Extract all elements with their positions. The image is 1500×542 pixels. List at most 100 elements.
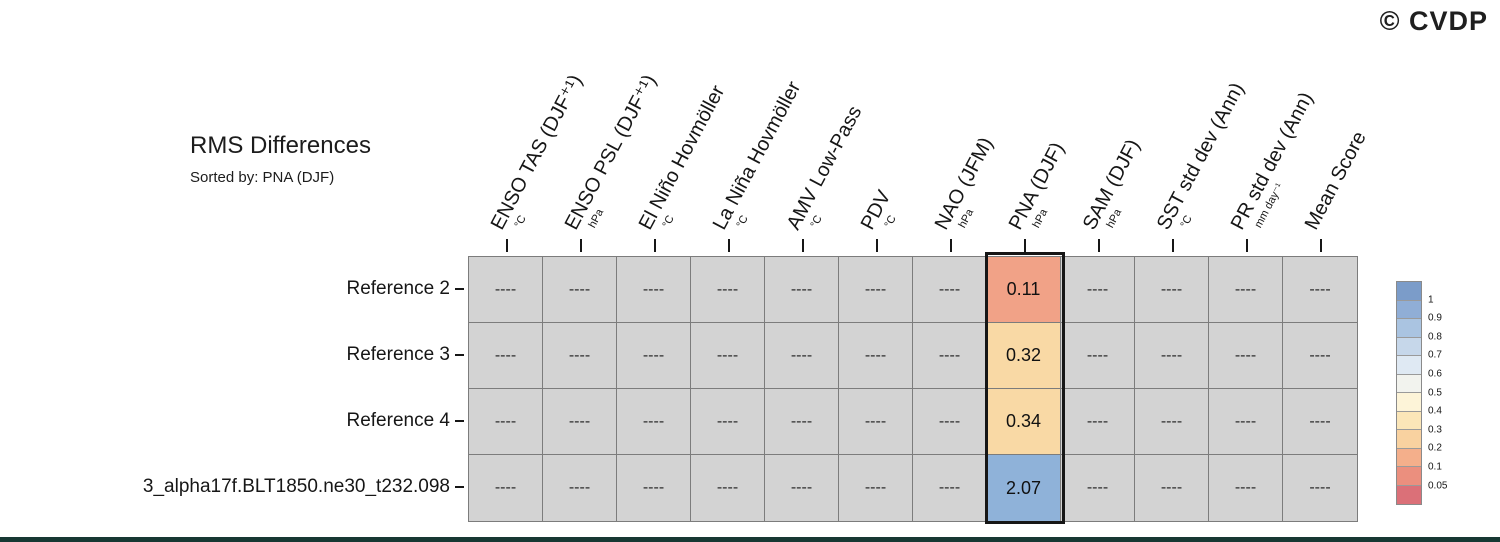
colorbar-label: 0.6 <box>1428 368 1442 380</box>
grid-cell: 0.34 <box>987 389 1061 455</box>
grid-cell: ---- <box>839 257 913 323</box>
column-tick-mark <box>801 239 804 252</box>
colorbar-label: 0.9 <box>1428 312 1442 324</box>
colorbar-label: 0.3 <box>1428 424 1442 436</box>
grid-cell: ---- <box>1209 389 1283 455</box>
grid-cell: ---- <box>1135 323 1209 389</box>
grid-cell: ---- <box>913 389 987 455</box>
grid-cell: ---- <box>543 455 617 521</box>
colorbar <box>1396 281 1422 505</box>
grid-cell: ---- <box>1135 389 1209 455</box>
grid-cell: ---- <box>1061 455 1135 521</box>
grid-cell: 0.11 <box>987 257 1061 323</box>
colorbar-label: 0.1 <box>1428 461 1442 473</box>
grid-cell: ---- <box>1283 257 1357 323</box>
grid-cell: ---- <box>765 257 839 323</box>
grid-cell: ---- <box>469 323 543 389</box>
grid-cell: ---- <box>1135 455 1209 521</box>
colorbar-segment <box>1397 485 1421 504</box>
colorbar-segment <box>1397 319 1421 338</box>
colorbar-label: 1 <box>1428 294 1434 306</box>
colorbar-segment <box>1397 411 1421 430</box>
grid-cell: ---- <box>617 323 691 389</box>
grid-cell: ---- <box>1135 257 1209 323</box>
grid-cell: ---- <box>1061 257 1135 323</box>
grid-cell: ---- <box>913 455 987 521</box>
grid-cell: ---- <box>543 323 617 389</box>
row-label: Reference 3 <box>346 344 450 365</box>
column-header: AMV Low-Pass <box>782 102 866 234</box>
colorbar-segment <box>1397 467 1421 486</box>
row-label: 3_alpha17f.BLT1850.ne30_t232.098 <box>142 476 450 497</box>
plot-subtitle: Sorted by: PNA (DJF) <box>190 169 335 186</box>
title-block: RMS Differences Sorted by: PNA (DJF) <box>190 132 371 186</box>
colorbar-segment <box>1397 337 1421 356</box>
column-tick-mark <box>1097 239 1100 252</box>
grid-cell: ---- <box>839 389 913 455</box>
grid-cell: ---- <box>1283 455 1357 521</box>
column-tick-mark <box>1171 239 1174 252</box>
grid-cell: ---- <box>1209 455 1283 521</box>
grid-cell: ---- <box>617 455 691 521</box>
grid-cell: ---- <box>543 389 617 455</box>
column-header: Mean Score <box>1300 127 1371 234</box>
colorbar-label: 0.2 <box>1428 442 1442 454</box>
grid-cell: ---- <box>691 257 765 323</box>
grid-cell: ---- <box>765 455 839 521</box>
grid-cell: ---- <box>469 257 543 323</box>
grid-cell: ---- <box>1283 389 1357 455</box>
grid-cell: ---- <box>839 455 913 521</box>
cvdp-logo: © CVDP <box>1379 6 1488 36</box>
colorbar-label: 0.8 <box>1428 331 1442 343</box>
footer-bar <box>0 537 1500 542</box>
column-tick-mark <box>727 239 730 252</box>
colorbar-segment <box>1397 300 1421 319</box>
grid-cell: ---- <box>469 455 543 521</box>
column-tick-mark <box>875 239 878 252</box>
colorbar-segment <box>1397 356 1421 375</box>
row-tick-mark <box>455 288 464 290</box>
grid-cell: ---- <box>1283 323 1357 389</box>
row-label: Reference 4 <box>346 410 450 431</box>
grid-cell: ---- <box>839 323 913 389</box>
colorbar-label: 0.7 <box>1428 349 1442 361</box>
grid-cell: ---- <box>1061 389 1135 455</box>
grid-cell: ---- <box>691 389 765 455</box>
grid-cell: ---- <box>617 257 691 323</box>
colorbar-segment <box>1397 282 1421 301</box>
grid-cell: ---- <box>1061 323 1135 389</box>
colorbar-segment <box>1397 448 1421 467</box>
grid-cell: 0.32 <box>987 323 1061 389</box>
grid-cell: ---- <box>913 323 987 389</box>
grid-cell: 2.07 <box>987 455 1061 521</box>
colorbar-label: 0.5 <box>1428 387 1442 399</box>
column-tick-mark <box>1245 239 1248 252</box>
grid-cell: ---- <box>469 389 543 455</box>
grid-cell: ---- <box>617 389 691 455</box>
grid-cell: ---- <box>543 257 617 323</box>
row-label: Reference 2 <box>346 278 450 299</box>
colorbar-label: 0.05 <box>1428 480 1448 492</box>
column-tick-mark <box>1023 239 1026 252</box>
row-tick-mark <box>455 486 464 488</box>
row-tick-mark <box>455 354 464 356</box>
column-tick-mark <box>949 239 952 252</box>
colorbar-label: 0.4 <box>1428 405 1442 417</box>
colorbar-segment <box>1397 393 1421 412</box>
column-tick-mark <box>653 239 656 252</box>
column-tick-mark <box>505 239 508 252</box>
plot-title: RMS Differences <box>190 132 371 159</box>
colorbar-segment <box>1397 430 1421 449</box>
grid-cell: ---- <box>691 323 765 389</box>
grid-cell: ---- <box>765 389 839 455</box>
column-tick-mark <box>1319 239 1322 252</box>
row-tick-mark <box>455 420 464 422</box>
colorbar-segment <box>1397 374 1421 393</box>
grid-cell: ---- <box>691 455 765 521</box>
grid-cell: ---- <box>913 257 987 323</box>
grid-cell: ---- <box>765 323 839 389</box>
rms-grid: ---- ---- ---- ---- ---- ---- ---- 0.11 ---- ----… <box>468 256 1358 522</box>
column-tick-mark <box>579 239 582 252</box>
grid-cell: ---- <box>1209 323 1283 389</box>
